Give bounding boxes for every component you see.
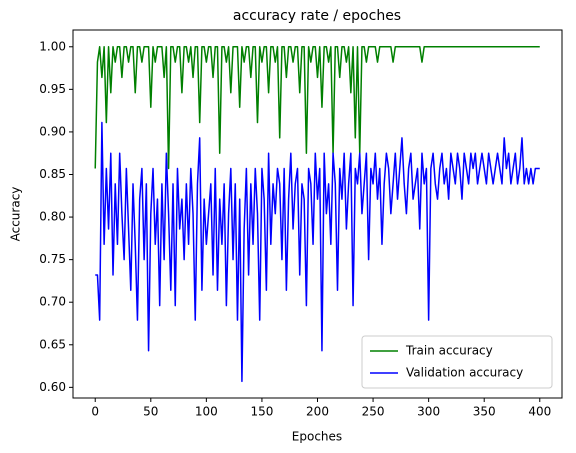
x-tick-label: 200 <box>306 405 329 419</box>
x-tick-label: 0 <box>91 405 99 419</box>
y-tick-label: 0.90 <box>39 124 66 138</box>
y-tick-label: 0.65 <box>39 337 66 351</box>
plot-frame <box>72 29 563 399</box>
x-axis-label: Epoches <box>292 430 342 444</box>
x-tick-label: 250 <box>362 405 385 419</box>
legend-label: Train accuracy <box>405 344 493 358</box>
y-axis-label: Accuracy <box>9 187 23 242</box>
x-tick-label: 150 <box>250 405 273 419</box>
y-tick-label: 0.75 <box>39 252 66 266</box>
x-tick-label: 400 <box>528 405 551 419</box>
x-tick-label: 100 <box>195 405 218 419</box>
y-tick-label: 0.60 <box>39 380 66 394</box>
x-tick-label: 350 <box>473 405 496 419</box>
x-tick-label: 50 <box>143 405 158 419</box>
y-tick-label: 0.95 <box>39 82 66 96</box>
legend-label: Validation accuracy <box>406 366 523 380</box>
legend-box <box>361 335 553 389</box>
y-tick-label: 0.70 <box>39 295 66 309</box>
chart-title: accuracy rate / epoches <box>233 8 401 24</box>
y-tick-label: 1.00 <box>39 39 66 53</box>
data-line <box>95 121 540 383</box>
data-line <box>94 46 540 170</box>
y-tick-label: 0.80 <box>39 210 66 224</box>
x-tick-label: 300 <box>417 405 440 419</box>
y-tick-label: 0.85 <box>39 167 66 181</box>
